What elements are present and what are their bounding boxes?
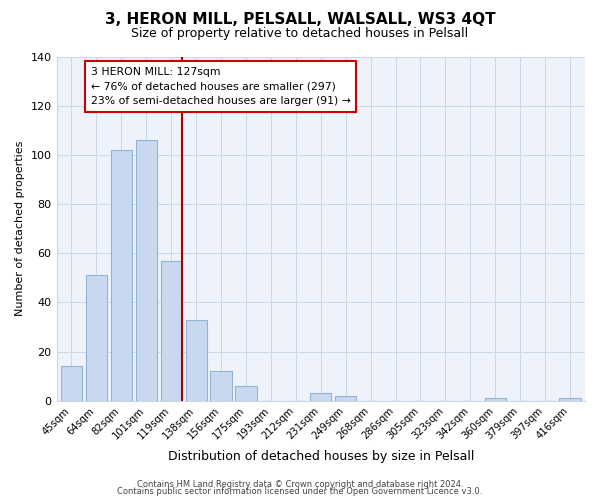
Text: 3, HERON MILL, PELSALL, WALSALL, WS3 4QT: 3, HERON MILL, PELSALL, WALSALL, WS3 4QT [104,12,496,28]
Bar [185,320,207,400]
Y-axis label: Number of detached properties: Number of detached properties [15,141,25,316]
Bar [161,260,182,400]
Text: 3 HERON MILL: 127sqm
← 76% of detached houses are smaller (297)
23% of semi-deta: 3 HERON MILL: 127sqm ← 76% of detached h… [91,67,351,106]
Bar [485,398,506,400]
Text: Contains HM Land Registry data © Crown copyright and database right 2024.: Contains HM Land Registry data © Crown c… [137,480,463,489]
Bar [559,398,581,400]
Text: Size of property relative to detached houses in Pelsall: Size of property relative to detached ho… [131,28,469,40]
Bar [61,366,82,400]
Text: Contains public sector information licensed under the Open Government Licence v3: Contains public sector information licen… [118,487,482,496]
Bar [136,140,157,400]
Bar [235,386,257,400]
Bar [111,150,132,401]
Bar [310,394,331,400]
Bar [335,396,356,400]
Bar [86,276,107,400]
X-axis label: Distribution of detached houses by size in Pelsall: Distribution of detached houses by size … [167,450,474,462]
Bar [211,371,232,400]
